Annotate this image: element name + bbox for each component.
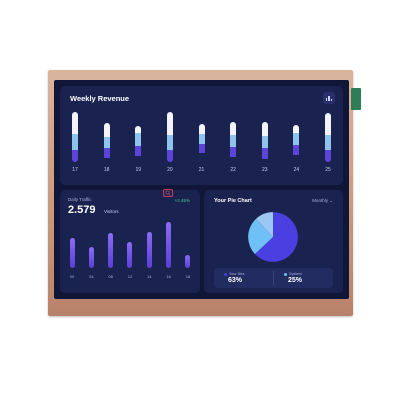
legend-dot-primary: [224, 272, 227, 276]
traffic-time-label: 14: [147, 274, 152, 279]
traffic-bar: [184, 254, 190, 268]
revenue-bar: [261, 122, 268, 162]
revenue-bar-segment: [166, 112, 173, 135]
revenue-bar: [230, 122, 237, 162]
legend-name-primary: Your files: [229, 272, 245, 276]
revenue-day-label: 22: [230, 167, 236, 173]
revenue-day-labels: 17 18 19 20 21 22 23 24 25: [66, 167, 337, 173]
revenue-bars: [72, 112, 331, 162]
revenue-bar-segment: [261, 122, 268, 137]
revenue-bar: [198, 124, 205, 162]
revenue-bar: [166, 112, 173, 162]
daily-traffic-card: Daily Traffic 2.579 Visitors +2.45% 00 04…: [60, 189, 200, 293]
traffic-value: 2.579: [68, 204, 96, 216]
traffic-time-label: 00: [69, 274, 75, 279]
revenue-bar-segment: [103, 136, 110, 149]
revenue-bar-segment: [198, 143, 205, 153]
legend-item-primary: Your files 63%: [224, 272, 244, 284]
traffic-bar: [146, 232, 152, 268]
revenue-bar-segment: [103, 148, 110, 159]
legend-dot-secondary: [284, 272, 287, 276]
pie-slice: [254, 212, 298, 262]
pie-chart-card: Your Pie Chart Monthly ⌄ Your files 63%: [204, 190, 343, 293]
revenue-bar: [293, 125, 300, 162]
revenue-bar-segment: [135, 145, 142, 156]
pie-legend: Your files 63% System 25%: [214, 268, 333, 288]
pie-slice: [255, 212, 273, 237]
pie-chart: [248, 212, 298, 262]
bar-chart-icon[interactable]: [323, 92, 335, 104]
legend-name-secondary: System: [289, 272, 302, 276]
traffic-bars: [70, 220, 190, 268]
revenue-bar-segment: [198, 133, 205, 144]
revenue-bar: [325, 113, 331, 162]
traffic-time-label: 08: [108, 274, 113, 279]
traffic-time-label: 12: [127, 274, 133, 279]
lcd-module: Weekly Revenue 17 18 19 20 21 22 23 24 25 Daily …: [48, 70, 361, 316]
traffic-bar: [70, 238, 75, 268]
revenue-day-label: 21: [198, 167, 205, 173]
traffic-unit: Visitors: [104, 209, 119, 214]
legend-item-secondary: System 25%: [284, 272, 302, 284]
revenue-bar-segment: [293, 125, 300, 134]
range-label: Monthly: [312, 198, 328, 203]
flex-connector: [351, 88, 361, 110]
traffic-time-label: 18: [185, 274, 191, 279]
traffic-time-labels: 00 04 08 12 14 16 18: [66, 274, 194, 279]
revenue-day-label: 23: [261, 167, 268, 173]
traffic-bar: [127, 242, 133, 268]
search-icon[interactable]: [163, 189, 173, 197]
traffic-label: Daily Traffic: [68, 197, 92, 202]
revenue-bar: [135, 126, 142, 162]
traffic-bar: [108, 233, 114, 268]
revenue-bar-segment: [198, 124, 205, 134]
revenue-bar-segment: [135, 126, 142, 134]
revenue-day-label: 20: [167, 167, 173, 173]
traffic-time-label: 04: [89, 274, 94, 279]
revenue-bar-segment: [261, 136, 268, 149]
pie-slice: [248, 218, 273, 255]
revenue-bar: [72, 112, 78, 162]
revenue-bar-segment: [72, 134, 78, 150]
revenue-bar-segment: [166, 135, 173, 150]
revenue-bar: [103, 123, 110, 162]
revenue-bar-segment: [261, 148, 268, 159]
range-dropdown[interactable]: Monthly ⌄: [312, 198, 333, 204]
revenue-bar-segment: [293, 144, 300, 155]
traffic-bar: [89, 246, 95, 268]
revenue-bar-segment: [72, 112, 78, 134]
legend-divider: [273, 271, 274, 285]
revenue-day-label: 18: [103, 167, 110, 173]
pie-title: Your Pie Chart: [214, 198, 252, 204]
traffic-time-label: 16: [166, 274, 171, 279]
revenue-bar-segment: [230, 134, 237, 147]
weekly-revenue-title: Weekly Revenue: [70, 94, 130, 103]
revenue-bar-segment: [72, 150, 78, 162]
revenue-day-label: 19: [135, 167, 142, 173]
revenue-bar-segment: [135, 133, 142, 146]
revenue-bar-segment: [325, 150, 331, 162]
dashboard-screen: Weekly Revenue 17 18 19 20 21 22 23 24 25 Daily …: [54, 80, 349, 299]
revenue-bar-segment: [325, 134, 331, 151]
traffic-bar: [165, 221, 171, 268]
revenue-day-label: 25: [325, 167, 331, 173]
revenue-bar-segment: [230, 146, 237, 158]
revenue-bar-segment: [103, 123, 110, 137]
weekly-revenue-card: Weekly Revenue 17 18 19 20 21 22 23 24 25: [60, 86, 343, 185]
revenue-day-label: 17: [72, 167, 78, 173]
revenue-bar-segment: [293, 133, 300, 145]
revenue-bar-segment: [230, 122, 237, 135]
legend-pct-secondary: 25%: [288, 277, 303, 284]
revenue-bar-segment: [166, 150, 173, 162]
traffic-change: +2.45%: [174, 198, 190, 203]
revenue-bar-segment: [325, 113, 331, 135]
legend-pct-primary: 63%: [228, 277, 243, 284]
chevron-down-icon: ⌄: [329, 198, 333, 203]
revenue-day-label: 24: [293, 167, 300, 173]
